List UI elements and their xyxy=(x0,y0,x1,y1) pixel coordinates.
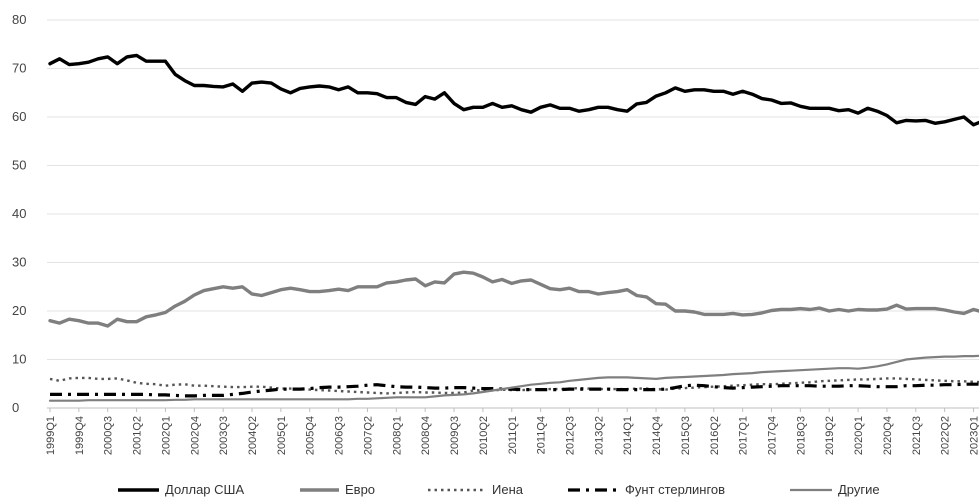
x-tick-label: 1999Q4 xyxy=(74,416,86,455)
y-tick-label: 80 xyxy=(12,12,26,27)
legend-label-2: Иена xyxy=(492,482,524,497)
y-tick-label: 60 xyxy=(12,109,26,124)
x-tick-label: 2010Q2 xyxy=(478,416,490,455)
x-tick-label: 2003Q3 xyxy=(218,416,230,455)
x-tick-label: 2015Q3 xyxy=(680,416,692,455)
series-line-3 xyxy=(50,382,979,398)
x-tick-label: 2016Q2 xyxy=(709,416,721,455)
legend-label-3: Фунт стерлингов xyxy=(625,482,725,497)
y-tick-label: 30 xyxy=(12,255,26,270)
x-tick-label: 2019Q2 xyxy=(824,416,836,455)
x-tick-label: 2023Q1 xyxy=(969,416,979,455)
x-tick-label: 2012Q3 xyxy=(564,416,576,455)
x-tick-label: 2014Q1 xyxy=(622,416,634,455)
x-tick-label: 2001Q2 xyxy=(132,416,144,455)
x-tick-label: 2020Q1 xyxy=(853,416,865,455)
x-tick-label: 2009Q3 xyxy=(449,416,461,455)
x-tick-label: 2017Q4 xyxy=(767,416,779,455)
x-tick-label: 2005Q1 xyxy=(276,416,288,455)
x-tick-label: 2011Q4 xyxy=(536,416,548,454)
series-line-4 xyxy=(48,354,979,402)
y-tick-label: 0 xyxy=(12,400,19,415)
series-lines xyxy=(48,53,979,402)
x-tick-label: 2011Q1 xyxy=(507,416,519,454)
x-tick-label: 2004Q2 xyxy=(247,416,259,455)
series-line-1 xyxy=(48,270,979,328)
legend-label-4: Другие xyxy=(838,482,880,497)
y-tick-label: 40 xyxy=(12,206,26,221)
legend: Доллар США Евро Иена Фунт стерлингов Другие xyxy=(118,482,880,497)
x-tick-label: 2006Q3 xyxy=(334,416,346,455)
x-tick-label: 2008Q4 xyxy=(420,416,432,455)
x-tick-label: 2005Q4 xyxy=(305,416,317,455)
y-tick-label: 50 xyxy=(12,158,26,173)
series-line-0 xyxy=(48,53,979,127)
x-tick-label: 2022Q2 xyxy=(940,416,952,455)
legend-label-1: Евро xyxy=(345,482,375,497)
y-axis-ticks: 0 10 20 30 40 50 60 70 80 xyxy=(12,12,26,415)
legend-label-0: Доллар США xyxy=(165,482,244,497)
x-tick-label: 2018Q3 xyxy=(795,416,807,455)
x-tick-label: 2002Q4 xyxy=(189,416,201,455)
y-tick-label: 20 xyxy=(12,303,26,318)
x-tick-label: 2000Q3 xyxy=(103,416,115,455)
x-tick-label: 2002Q1 xyxy=(160,416,172,455)
y-tick-label: 70 xyxy=(12,61,26,76)
x-tick-label: 2008Q1 xyxy=(391,416,403,455)
x-tick-label: 2021Q3 xyxy=(911,416,923,455)
x-tick-label: 2007Q2 xyxy=(362,416,374,455)
x-tick-label: 2013Q2 xyxy=(593,416,605,455)
x-tick-label: 2020Q4 xyxy=(882,416,894,455)
x-tick-label: 2014Q4 xyxy=(651,416,663,455)
x-tick-label: 2017Q1 xyxy=(738,416,750,455)
y-tick-label: 10 xyxy=(12,352,26,367)
x-tick-label: 1999Q1 xyxy=(45,416,57,455)
x-axis-ticks: 1999Q1 1999Q4 2000Q3 2001Q2 2002Q1 2002Q4 2003… xyxy=(45,408,979,455)
grid-lines xyxy=(47,19,979,409)
